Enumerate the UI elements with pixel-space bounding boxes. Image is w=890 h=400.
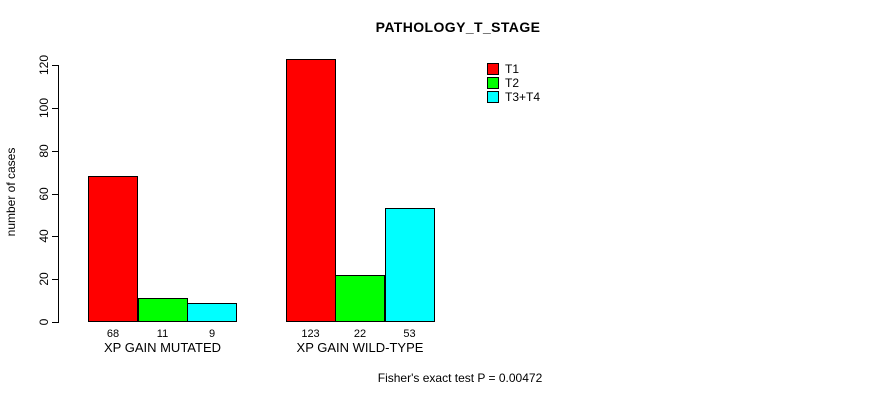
legend-label: T3+T4 xyxy=(505,90,541,104)
bar-value-label: 11 xyxy=(156,328,169,340)
y-axis-tick xyxy=(52,322,59,323)
bar-value-label: 53 xyxy=(403,328,416,340)
legend-label: T2 xyxy=(505,76,520,90)
fisher-test-annotation: Fisher's exact test P = 0.00472 xyxy=(377,371,543,385)
bar-t1 xyxy=(285,58,336,322)
y-axis-tick-label: 60 xyxy=(37,186,51,201)
legend: T1 T2 T3+T4 xyxy=(487,62,540,104)
legend-swatch-icon xyxy=(487,63,499,75)
y-axis-tick-label: 20 xyxy=(37,272,51,286)
bar-t3-t4 xyxy=(187,302,237,322)
y-axis-tick xyxy=(52,150,59,152)
y-axis-title: number of cases xyxy=(4,147,18,237)
y-axis-tick xyxy=(52,279,59,281)
y-axis-tick-label: 40 xyxy=(37,229,51,244)
legend-label: T1 xyxy=(505,62,520,76)
category-label: XP GAIN MUTATED xyxy=(103,340,222,355)
bar-value-label: 68 xyxy=(106,328,120,340)
bar-t2 xyxy=(335,274,385,322)
y-axis-tick-label: 80 xyxy=(37,143,51,158)
bar-value-label: 22 xyxy=(353,328,367,340)
y-axis-tick-label: 120 xyxy=(37,54,51,76)
legend-row: T3+T4 xyxy=(487,90,540,104)
y-axis-tick xyxy=(52,107,59,109)
chart-title: PATHOLOGY_T_STAGE xyxy=(375,19,541,35)
bar-t3-t4 xyxy=(384,208,435,322)
y-axis-tick xyxy=(52,193,59,195)
bar-value-label: 9 xyxy=(208,328,216,340)
bar-value-label: 123 xyxy=(301,328,320,340)
y-axis-tick-label: 100 xyxy=(37,97,51,118)
bar-t1 xyxy=(88,176,138,322)
legend-swatch-icon xyxy=(487,91,499,103)
y-axis-tick-label: 0 xyxy=(37,318,51,326)
legend-row: T2 xyxy=(487,76,540,90)
legend-swatch-icon xyxy=(487,77,499,89)
bar-t2 xyxy=(137,298,188,322)
y-axis-tick xyxy=(52,65,59,66)
category-label: XP GAIN WILD-TYPE xyxy=(296,340,424,355)
y-axis-tick xyxy=(52,236,59,238)
legend-row: T1 xyxy=(487,62,540,76)
